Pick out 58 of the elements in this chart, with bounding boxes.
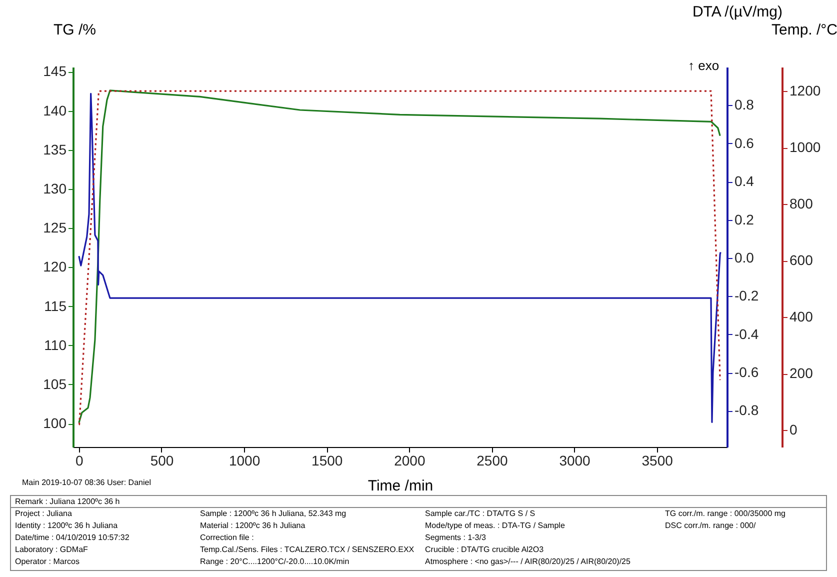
y2-tick-label: 0.8 xyxy=(734,96,754,113)
y2-tick-label: 0.0 xyxy=(734,249,754,266)
text: Range : 20°C....1200°C/-20.0....10.0K/min xyxy=(200,557,350,568)
text: Segments : 1-3/3 xyxy=(425,533,487,544)
x-tick-label: 3500 xyxy=(642,452,674,468)
text: Sample : 1200ºc 36 h Juliana, 52.343 mg xyxy=(200,509,348,520)
y-tick-label: 120 xyxy=(43,258,67,275)
y-tick-label: 115 xyxy=(44,298,67,314)
text: DSC corr./m. range : 000/ xyxy=(665,521,757,532)
x-tick-label: 2000 xyxy=(394,452,426,468)
y-tick-label: 125 xyxy=(43,220,67,236)
text: Sample car./TC : DTA/TG S / S xyxy=(425,509,536,520)
y-tick-label: 130 xyxy=(43,180,67,196)
y-tick-label: 110 xyxy=(44,336,67,353)
text: Temp.Cal./Sens. Files : TCALZERO.TCX / SENSZERO.EXX xyxy=(200,545,416,556)
x-tick-label: 500 xyxy=(150,452,174,468)
y-tick-label: 140 xyxy=(43,102,67,118)
y3-axis-title: Temp. /°C xyxy=(771,22,837,38)
text: Operator : Marcos xyxy=(15,557,80,568)
y2-tick-label: -0.2 xyxy=(734,288,759,304)
y3-tick-label: 400 xyxy=(790,308,814,325)
y-tick-label: 145 xyxy=(43,63,67,80)
text: Correction file : xyxy=(200,533,255,544)
annotation: ↑ exo xyxy=(688,58,720,73)
y3-tick-label: 600 xyxy=(790,252,814,268)
text: Identity : 1200ºc 36 h Juliana xyxy=(15,521,119,532)
y-tick-label: 135 xyxy=(43,141,67,158)
y2-tick-label: -0.6 xyxy=(734,364,759,380)
y2-tick-label: 0.4 xyxy=(734,173,754,190)
x-tick-label: 0 xyxy=(76,452,84,468)
text: Laboratory : GDMaF xyxy=(15,545,89,556)
text: Crucible : DTA/TG crucible Al2O3 xyxy=(425,545,545,556)
text: Main 2019-10-07 08:36 User: Daniel xyxy=(22,478,151,487)
x-tick-label: 1500 xyxy=(312,452,343,468)
text: TG corr./m. range : 000/35000 mg xyxy=(665,509,787,520)
y-axis-title: TG /% xyxy=(54,22,96,38)
y-tick-label: 100 xyxy=(43,415,67,432)
y3-tick-label: 0 xyxy=(790,422,798,438)
text: Atmosphere : <no gas>/--- / AIR(80/20)/25 / AIR(80/20)/25 xyxy=(425,557,632,568)
text: Mode/type of meas. : DTA-TG / Sample xyxy=(425,521,566,532)
y3-tick-label: 1200 xyxy=(790,82,821,99)
y2-axis-title: DTA /(µV/mg) xyxy=(692,4,782,20)
y3-tick-label: 200 xyxy=(790,365,814,382)
text: Material : 1200ºc 36 h Juliana xyxy=(200,521,306,532)
y-tick-label: 105 xyxy=(43,376,67,392)
x-axis-title: Time /min xyxy=(368,478,434,494)
text: Date/time : 04/10/2019 10:57:32 xyxy=(15,533,130,544)
x-tick-label: 3000 xyxy=(559,452,591,468)
y3-tick-label: 1000 xyxy=(790,139,821,156)
x-tick-label: 1000 xyxy=(228,452,260,468)
text: Project : Juliana xyxy=(15,509,73,520)
y2-tick-label: -0.8 xyxy=(734,402,759,418)
y2-tick-label: -0.4 xyxy=(734,326,759,342)
text: Remark : Juliana 1200ºc 36 h xyxy=(11,496,826,508)
y2-tick-label: 0.6 xyxy=(734,134,754,151)
y3-tick-label: 800 xyxy=(790,196,814,212)
x-tick-label: 2500 xyxy=(476,452,508,468)
y2-tick-label: 0.2 xyxy=(734,211,754,228)
